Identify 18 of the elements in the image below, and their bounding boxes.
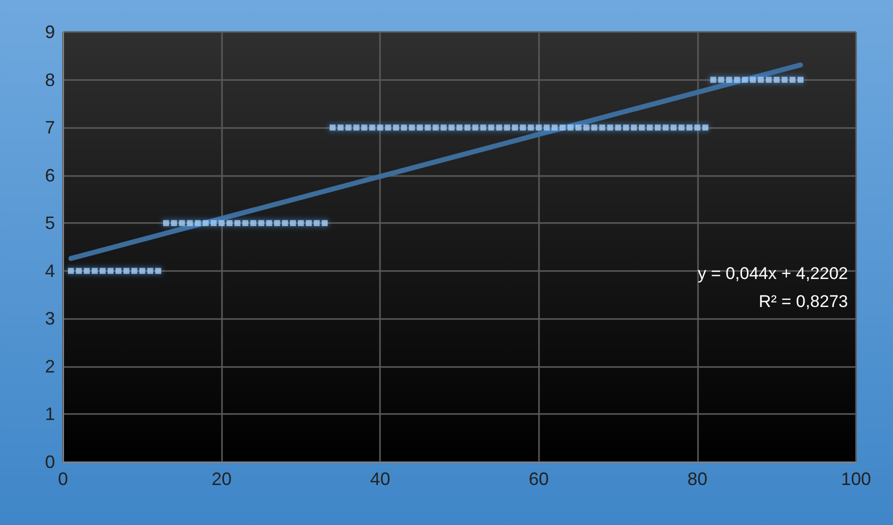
y-tick-label: 0 <box>44 452 55 472</box>
x-tick-label: 80 <box>687 469 708 489</box>
y-tick-label: 9 <box>44 22 55 42</box>
y-tick-label: 1 <box>44 404 55 424</box>
x-tick-label: 60 <box>528 469 549 489</box>
y-tick-label: 5 <box>44 213 55 234</box>
annotation: R² = 0,8273 <box>758 292 848 311</box>
y-tick-label: 2 <box>44 356 55 376</box>
x-tick-label: 20 <box>212 469 232 489</box>
x-tick-label: 0 <box>58 469 68 489</box>
y-tick-label: 7 <box>44 118 55 138</box>
y-tick-label: 8 <box>44 70 55 90</box>
y-tick-label: 6 <box>44 165 55 186</box>
y-tick-label: 3 <box>44 308 55 329</box>
x-tick-label: 40 <box>370 469 390 489</box>
annotation: y = 0,044x + 4,2202 <box>698 264 848 283</box>
y-tick-label: 4 <box>44 260 55 281</box>
x-tick-label: 100 <box>840 469 872 489</box>
